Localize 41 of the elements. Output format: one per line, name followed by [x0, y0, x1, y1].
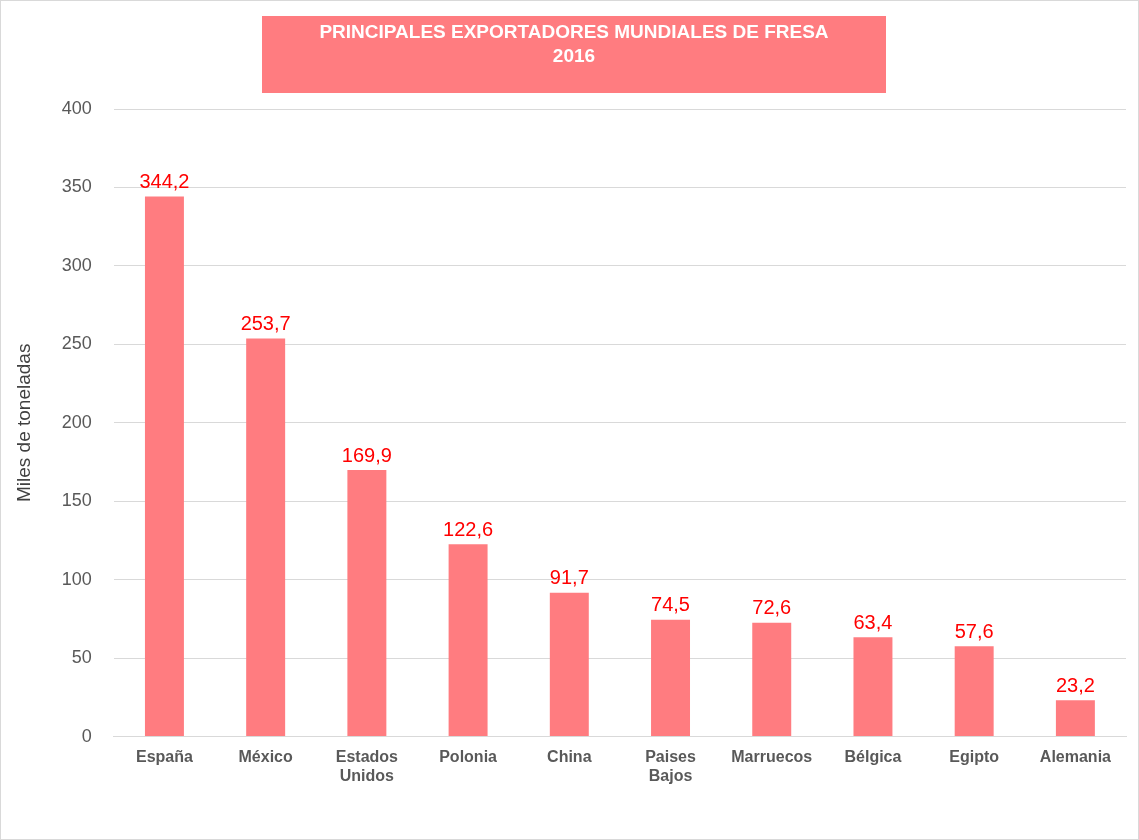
y-tick-label: 400: [61, 97, 92, 118]
bar: [1055, 700, 1095, 737]
y-tick-label: 150: [61, 490, 92, 511]
bar: [651, 619, 691, 737]
x-tick-label: China: [547, 747, 592, 765]
x-tick-label: Paises Bajos: [645, 747, 696, 784]
data-label: 344,2: [139, 170, 190, 193]
x-tick-label: Alemania: [1039, 747, 1112, 765]
x-tick-label: Marruecos: [731, 747, 813, 765]
bar: [549, 592, 589, 737]
bar: [448, 544, 488, 737]
data-label: 169,9: [341, 443, 392, 466]
y-tick-label: 350: [61, 176, 92, 197]
x-tick-label: Estados Unidos: [335, 747, 399, 784]
data-label: 57,6: [954, 619, 994, 642]
y-tick-label: 50: [71, 647, 92, 668]
data-label: 74,5: [651, 593, 690, 616]
data-label: 72,6: [752, 596, 792, 619]
bar: [853, 637, 893, 737]
chart-title: PRINCIPALES EXPORTADORES MUNDIALES DE FRESA 2016: [262, 16, 886, 93]
bar: [954, 646, 994, 737]
y-axis-title: Miles de toneladas: [12, 343, 34, 503]
data-label: 253,7: [240, 312, 291, 335]
data-label: 23,2: [1055, 673, 1095, 696]
y-tick-label: 300: [61, 254, 92, 275]
x-tick-label: México: [238, 747, 293, 765]
x-tick-label: Polonia: [439, 747, 498, 765]
x-tick-label: Bélgica: [844, 747, 902, 765]
y-tick-label: 200: [61, 411, 92, 432]
bar: [347, 470, 387, 737]
x-tick-label: Egipto: [949, 747, 1000, 765]
bar: [752, 622, 792, 737]
x-tick-label: España: [135, 747, 193, 765]
bar: [246, 338, 286, 737]
y-tick-label: 100: [61, 568, 92, 589]
data-label: 63,4: [853, 610, 893, 633]
data-label: 91,7: [549, 566, 589, 589]
y-tick-label: 250: [61, 333, 92, 354]
y-tick-label: 0: [81, 725, 92, 746]
bar: [144, 196, 184, 737]
data-label: 122,6: [443, 517, 494, 540]
